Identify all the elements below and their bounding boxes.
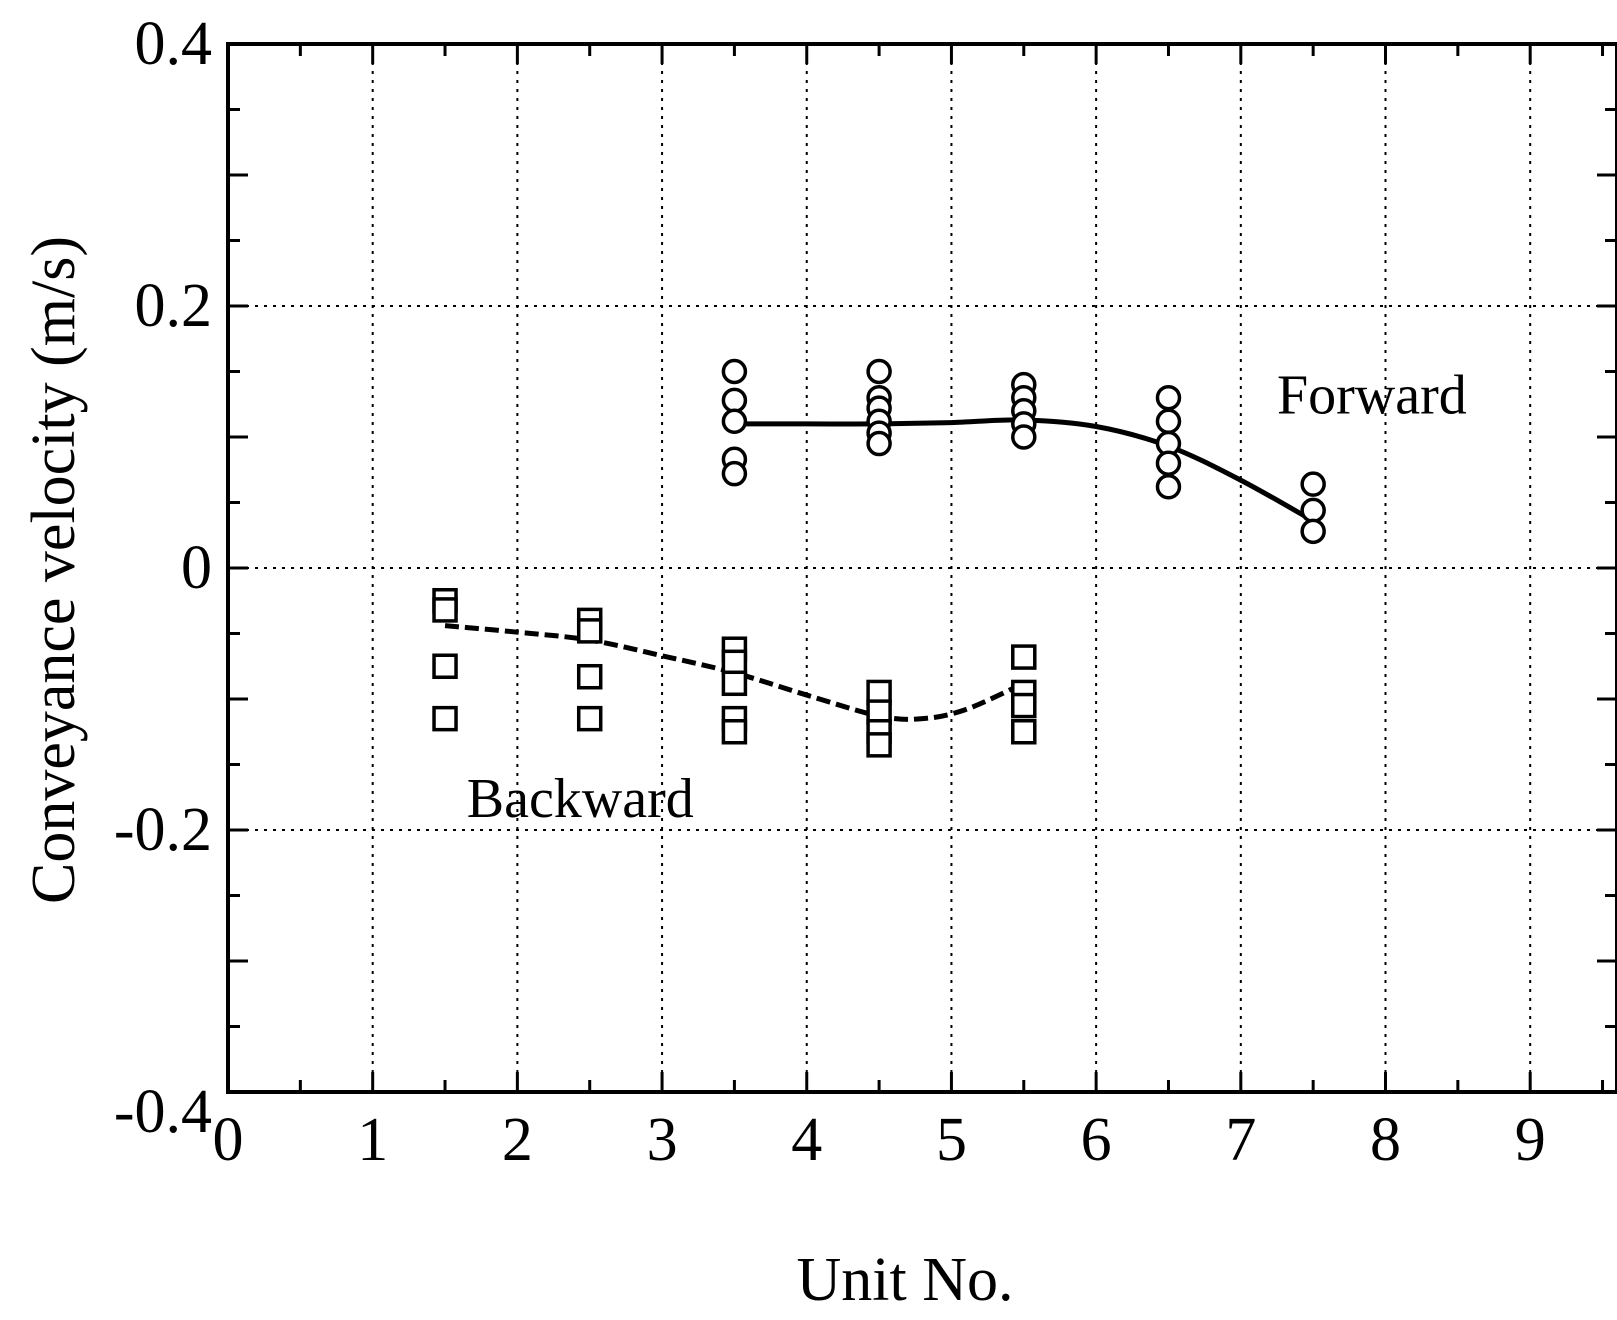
backward-point — [576, 663, 603, 690]
forward-point — [1300, 497, 1326, 524]
forward-point — [1155, 474, 1182, 500]
data-markers — [432, 358, 1326, 758]
x-tick-label: 9 — [1515, 1106, 1546, 1174]
forward-point — [1155, 450, 1182, 476]
x-tick-label: 4 — [791, 1106, 822, 1174]
y-tick-label: -0.2 — [114, 796, 212, 864]
y-tick-label: -0.4 — [114, 1078, 212, 1146]
x-tick-label: 0 — [213, 1106, 244, 1174]
x-tick-label: 3 — [647, 1106, 678, 1174]
forward-point — [1155, 408, 1182, 435]
backward-point — [1011, 644, 1037, 670]
backward-point — [432, 705, 458, 732]
backward-point — [721, 719, 748, 745]
forward-point — [1300, 471, 1326, 497]
y-tick-label: 0.4 — [135, 10, 213, 78]
tick-labels: 0 1 2 3 4 5 6 7 8 9 -0.4 -0.2 0 0.2 0.4 — [114, 10, 1546, 1174]
x-tick-label: 1 — [357, 1106, 388, 1174]
y-tick-label: 0.2 — [135, 272, 213, 340]
forward-point — [866, 430, 892, 457]
x-tick-label: 7 — [1225, 1106, 1256, 1174]
annotations: Forward Backward — [467, 364, 1467, 829]
backward-point — [721, 649, 748, 676]
x-tick-label: 5 — [936, 1106, 967, 1174]
x-axis-title: Unit No. — [797, 1246, 1014, 1314]
x-tick-label: 2 — [502, 1106, 533, 1174]
forward-point — [721, 387, 748, 414]
forward-point — [1155, 384, 1182, 411]
y-axis-title: Conveyance velocity (m/s) — [20, 236, 88, 904]
backward-point — [576, 618, 603, 644]
forward-point — [721, 408, 748, 435]
backward-point — [1011, 692, 1037, 719]
y-tick-label: 0 — [181, 534, 212, 602]
forward-point — [721, 460, 748, 487]
backward-point — [432, 597, 458, 623]
forward-point — [1011, 424, 1037, 450]
forward-label: Forward — [1277, 364, 1467, 426]
plot-frame — [226, 42, 1617, 1094]
backward-point — [721, 670, 748, 697]
backward-point — [866, 732, 892, 758]
backward-fit-line — [444, 623, 1025, 722]
backward-point — [1011, 719, 1037, 745]
x-tick-label: 6 — [1081, 1106, 1112, 1174]
grid-lines — [228, 44, 1617, 1092]
backward-point — [432, 653, 458, 679]
forward-point — [866, 358, 892, 385]
backward-label: Backward — [467, 768, 694, 830]
x-tick-label: 8 — [1370, 1106, 1401, 1174]
backward-point — [576, 705, 603, 732]
forward-point — [721, 358, 748, 385]
forward-point — [1300, 518, 1326, 545]
